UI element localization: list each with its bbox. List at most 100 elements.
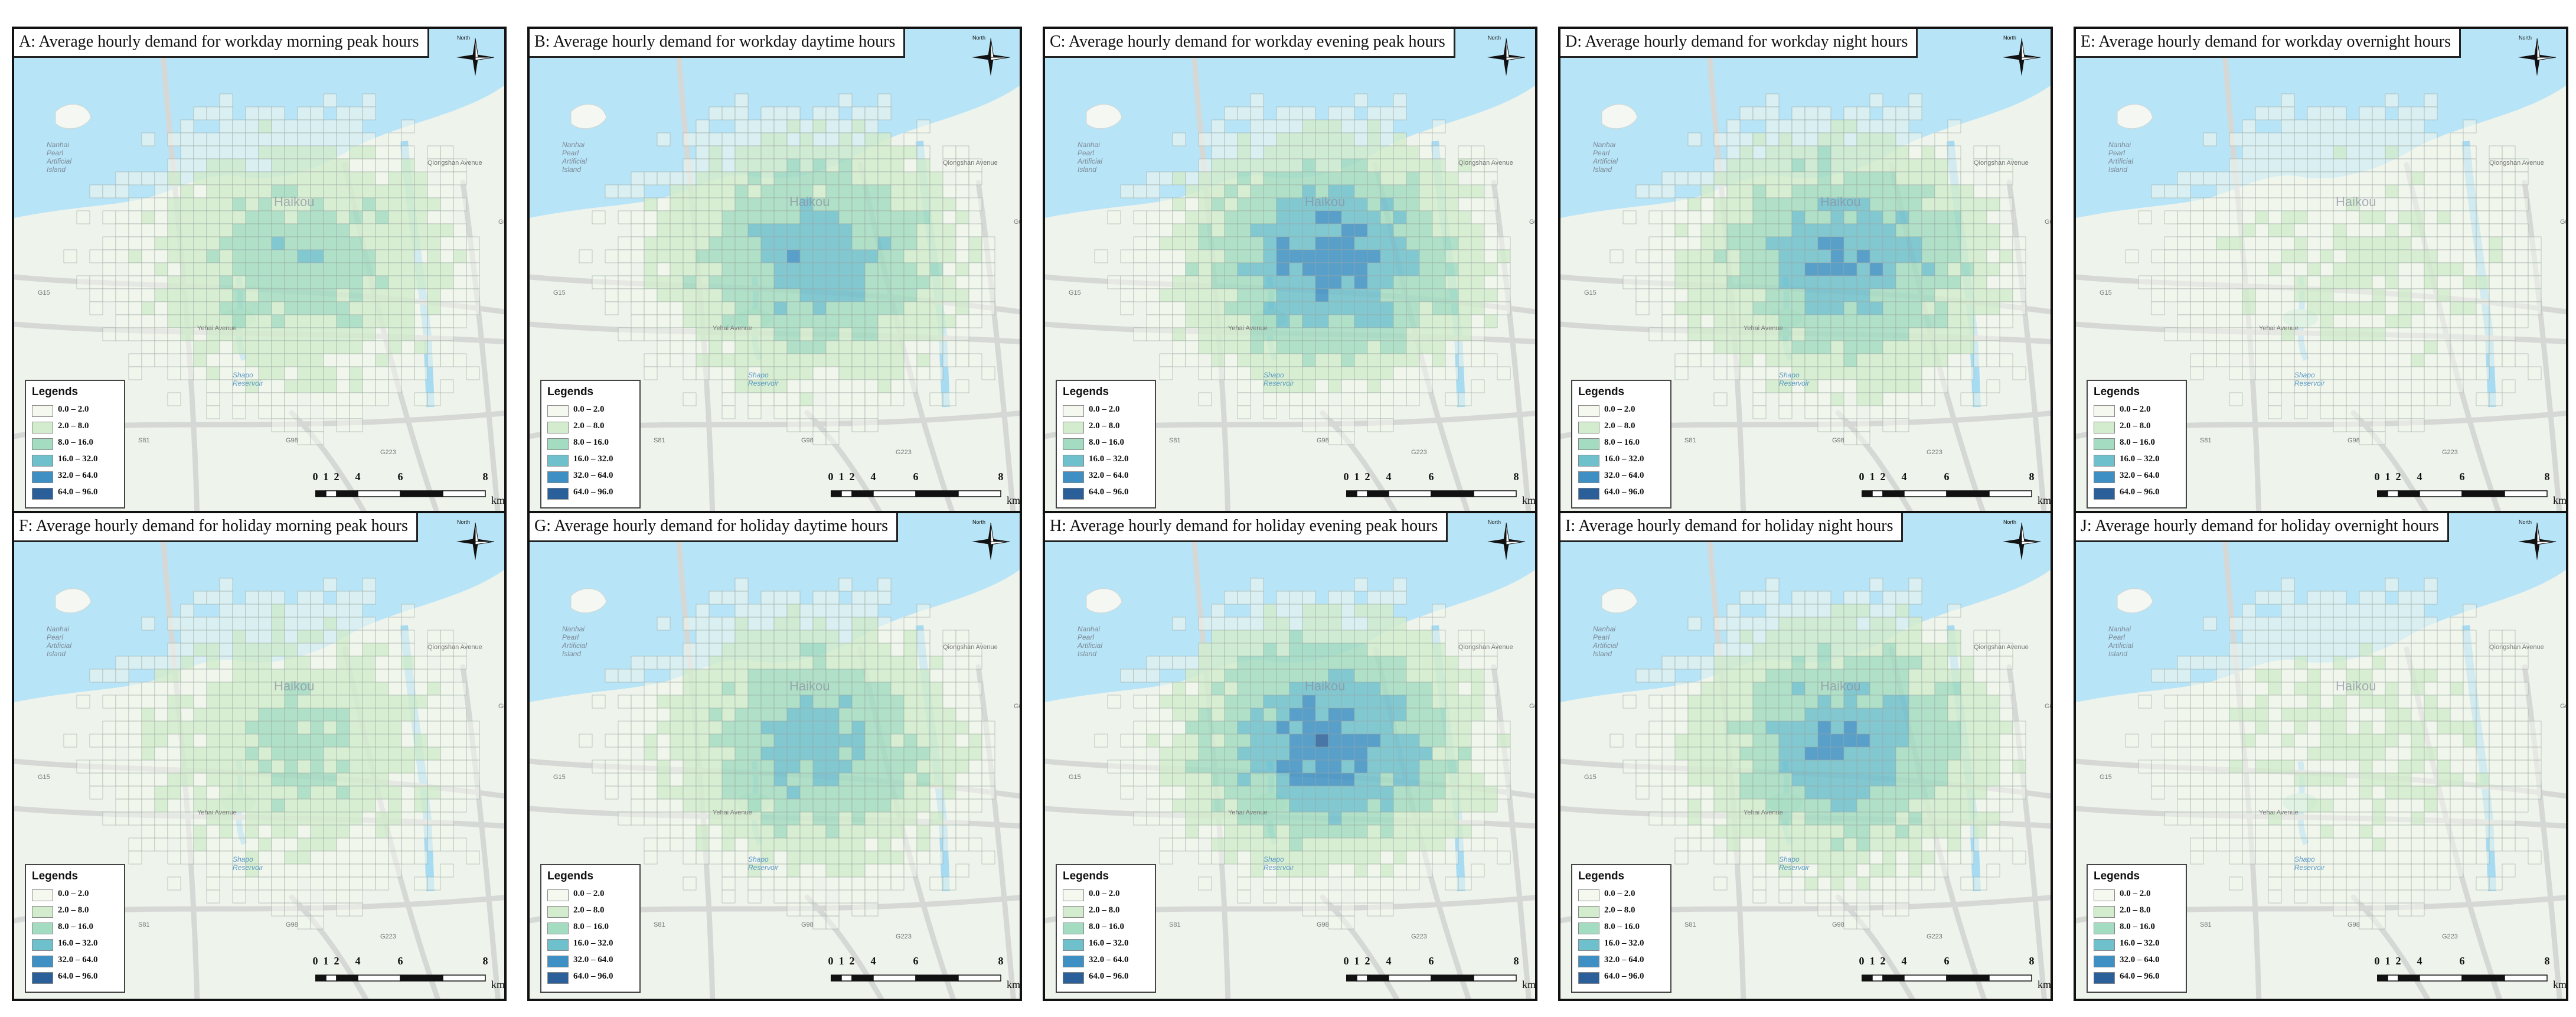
road-label: Guoxing Avenue (1014, 219, 1022, 226)
scale-tick-label: 8 (1513, 955, 1519, 967)
scale-tick-label: 6 (1428, 471, 1434, 483)
legend-item: 32.0 – 64.0 (1578, 955, 1667, 968)
legend-item: 0.0 – 2.0 (2094, 889, 2182, 902)
island-label: Artificial (46, 641, 71, 650)
road-label: S81 (138, 437, 150, 444)
road-label: Yehai Avenue (1228, 325, 1268, 332)
legend-swatch (547, 923, 569, 934)
island-label: Nanhai (47, 625, 69, 633)
road-label: G15 (1069, 289, 1081, 296)
road-label: Guoxing Avenue (2560, 703, 2568, 710)
island-label: Artificial (561, 641, 587, 650)
legend-item: 2.0 – 8.0 (32, 905, 120, 918)
road-label: G223 (896, 933, 912, 940)
legend-item: 16.0 – 32.0 (547, 454, 636, 467)
reservoir-label: Shapo (2294, 855, 2315, 863)
road-label: Guoxing Avenue (498, 219, 507, 226)
scale-unit-label: km (2553, 494, 2567, 506)
road-label: G223 (896, 449, 912, 456)
scale-tick-label: 2 (2395, 955, 2401, 967)
legend-item: 0.0 – 2.0 (32, 405, 120, 418)
road-label: Guoxing Avenue (498, 703, 507, 710)
scale-tick-label: 8 (2544, 955, 2550, 967)
svg-text:North: North (972, 519, 985, 525)
legend-swatch (1063, 939, 1084, 951)
road-label: Yehai Avenue (197, 809, 237, 816)
legend-item: 0.0 – 2.0 (1063, 889, 1151, 902)
road-label: S81 (2200, 437, 2212, 444)
road-label: G98 (801, 437, 814, 444)
legend-swatch (2094, 923, 2115, 934)
island-label: Island (47, 650, 66, 658)
legend-label: 64.0 – 96.0 (2120, 972, 2160, 981)
road-label: S81 (654, 921, 665, 928)
scale-unit-label: km (1522, 494, 1536, 506)
legend-swatch (1063, 438, 1084, 450)
legend-label: 8.0 – 16.0 (1089, 438, 1124, 447)
legend: Legends 0.0 – 2.0 2.0 – 8.0 8.0 – 16.0 16.0 … (25, 864, 125, 993)
reservoir-label: Shapo (1263, 855, 1284, 863)
island-label: Pearl (1593, 633, 1609, 641)
demand-grid (579, 93, 995, 445)
legend-label: 32.0 – 64.0 (2120, 471, 2160, 480)
map-panel: Nanhai Pearl Artificial Island Haikou Shapo Re… (12, 511, 507, 1001)
island-label: Nanhai (1593, 625, 1615, 633)
scale-tick-label: 2 (2395, 471, 2401, 483)
map-panel: Nanhai Pearl Artificial Island Haikou Shapo Re… (527, 511, 1022, 1001)
road-label: Qiongshan Avenue (1458, 159, 1513, 167)
scale-tick-label: 2 (334, 471, 339, 483)
road-label: G15 (2100, 774, 2112, 781)
reservoir-label: Shapo (2294, 371, 2315, 379)
road-label: G15 (38, 289, 50, 296)
legend-swatch (547, 488, 569, 500)
legend-swatch (2094, 906, 2115, 918)
svg-text:North: North (2519, 35, 2532, 41)
road-label: Guoxing Avenue (1014, 703, 1022, 710)
legend-swatch (32, 488, 53, 500)
scale-tick-label: 1 (323, 471, 329, 483)
legend-item: 8.0 – 16.0 (32, 438, 120, 451)
legend-label: 8.0 – 16.0 (573, 438, 609, 447)
road-label: G15 (553, 289, 566, 296)
city-label: Haikou (2336, 194, 2376, 209)
scale-unit-label: km (2038, 979, 2052, 990)
legend-swatch (1578, 471, 1599, 483)
legend-item: 8.0 – 16.0 (1063, 438, 1151, 451)
north-arrow-icon: North (970, 518, 1011, 565)
island-label: Island (1593, 650, 1612, 658)
road-label: Yehai Avenue (1228, 809, 1268, 816)
legend: Legends 0.0 – 2.0 2.0 – 8.0 8.0 – 16.0 16.0 … (2087, 380, 2187, 508)
island-label: Artificial (1077, 157, 1102, 165)
road-label: Guoxing Avenue (2045, 219, 2053, 226)
legend-title: Legends (1063, 386, 1109, 398)
road-label: Qiongshan Avenue (1974, 644, 2029, 651)
panel-title: B: Average hourly demand for workday day… (530, 29, 906, 58)
legend-swatch (32, 972, 53, 984)
legend: Legends 0.0 – 2.0 2.0 – 8.0 8.0 – 16.0 16.0 … (1056, 380, 1156, 508)
scale-tick-label: 4 (355, 955, 361, 967)
legend-swatch (32, 889, 53, 901)
legend-label: 8.0 – 16.0 (573, 922, 609, 931)
road-label: G223 (1411, 933, 1427, 940)
scale-tick-label: 8 (998, 471, 1004, 483)
scale-tick-label: 4 (870, 955, 876, 967)
road-label: S81 (1684, 921, 1696, 928)
scale-tick-label: 1 (2385, 955, 2391, 967)
legend-title: Legends (547, 386, 594, 398)
legend-swatch (1063, 471, 1084, 483)
legend-label: 2.0 – 8.0 (1604, 905, 1635, 915)
road-label: G15 (38, 774, 50, 781)
scale-tick-label: 6 (1944, 955, 1950, 967)
legend-swatch (32, 471, 53, 483)
legend-item: 16.0 – 32.0 (2094, 454, 2182, 467)
legend-swatch (1063, 422, 1084, 433)
scale-tick-label: 6 (913, 471, 919, 483)
road-label: Yehai Avenue (2259, 809, 2299, 816)
legend-label: 32.0 – 64.0 (58, 955, 98, 964)
road-label: G223 (2442, 449, 2458, 456)
map-panel: Nanhai Pearl Artificial Island Haikou Shapo Re… (1558, 511, 2053, 1001)
scale-tick-label: 8 (998, 955, 1004, 967)
demand-grid (1094, 93, 1511, 445)
